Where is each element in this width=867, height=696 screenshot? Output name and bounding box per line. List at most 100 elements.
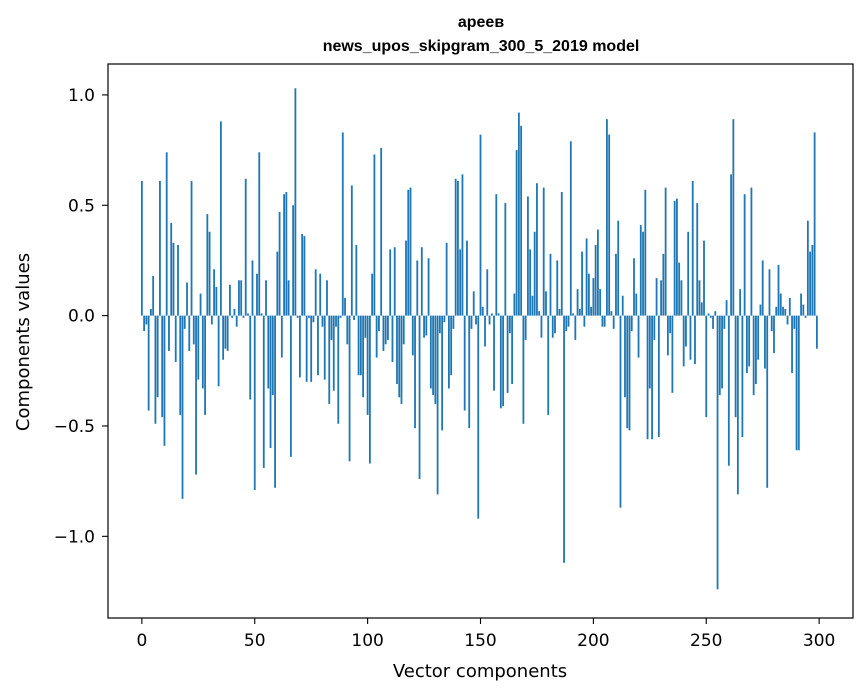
bar-263	[734, 315, 737, 418]
bar-188	[565, 315, 568, 332]
bar-145	[468, 315, 471, 429]
bar-197	[585, 238, 588, 316]
bar-178	[542, 187, 545, 316]
bar-83	[328, 315, 331, 404]
bar-190	[569, 141, 572, 316]
bar-155	[490, 313, 493, 316]
bar-15	[174, 315, 177, 362]
x-tick-label: 100	[351, 631, 383, 651]
bar-74	[308, 315, 310, 318]
bar-299	[815, 315, 818, 349]
bar-186	[560, 192, 563, 316]
bar-14	[172, 242, 175, 316]
bar-45	[242, 315, 245, 318]
bar-18	[181, 315, 184, 499]
bar-109	[387, 315, 389, 340]
bar-206	[606, 119, 608, 316]
bar-243	[689, 315, 692, 360]
bar-48	[249, 315, 252, 400]
bar-55	[265, 280, 267, 316]
bar-110	[389, 249, 392, 316]
bar-241	[685, 315, 687, 347]
bar-80	[321, 315, 324, 327]
bar-214	[624, 315, 626, 398]
bar-175	[536, 183, 538, 316]
bar-213	[621, 295, 624, 316]
bar-149	[477, 315, 480, 519]
bar-99	[364, 315, 367, 338]
bar-118	[407, 189, 410, 316]
bar-152	[484, 315, 486, 347]
bar-46	[244, 178, 247, 316]
bar-111	[391, 315, 394, 362]
bar-44	[240, 280, 243, 316]
bar-57	[269, 315, 272, 449]
bar-144	[466, 240, 468, 316]
bar-217	[630, 315, 633, 332]
bar-194	[578, 309, 581, 316]
bar-22	[190, 180, 193, 316]
bar-238	[678, 262, 681, 316]
bar-41	[233, 309, 236, 316]
bar-164	[511, 315, 514, 385]
bar-285	[784, 309, 787, 316]
bar-82	[326, 280, 328, 316]
bar-52	[258, 152, 261, 316]
bar-185	[558, 309, 561, 316]
bar-13	[170, 222, 173, 316]
bar-84	[330, 315, 333, 340]
bar-260	[727, 315, 730, 466]
bar-53	[260, 313, 263, 316]
bar-105	[378, 315, 380, 332]
bar-77	[314, 269, 317, 316]
bar-26	[199, 293, 202, 316]
bar-47	[247, 313, 249, 316]
bar-287	[788, 297, 791, 316]
bar-250	[705, 315, 708, 418]
bar-239	[680, 280, 683, 316]
bar-251	[707, 313, 710, 316]
y-axis-label: Components values	[13, 253, 34, 431]
bar-167	[517, 112, 520, 316]
bar-169	[522, 315, 525, 424]
bar-116	[402, 315, 405, 345]
x-axis-ticks: 0 50 100 150 200 250 300	[136, 618, 835, 651]
bar-198	[587, 273, 590, 316]
bar-36	[222, 315, 225, 360]
bar-151	[481, 306, 484, 316]
bar-231	[662, 253, 665, 316]
bar-68	[294, 88, 297, 316]
bar-95	[355, 244, 358, 316]
bar-140	[457, 180, 459, 316]
bar-141	[459, 249, 462, 316]
bar-166	[515, 150, 518, 316]
bar-271	[752, 315, 755, 396]
bar-126	[425, 315, 428, 336]
bar-236	[673, 200, 676, 316]
bar-172	[529, 249, 532, 316]
bar-7	[156, 315, 159, 398]
bar-50	[253, 315, 256, 490]
bar-232	[664, 187, 667, 316]
bar-37	[224, 315, 227, 349]
bar-290	[795, 315, 798, 451]
bar-65	[287, 280, 290, 316]
bar-283	[779, 293, 782, 316]
x-axis-label: Vector components	[393, 661, 567, 682]
bar-174	[533, 231, 536, 316]
bar-67	[292, 205, 295, 316]
bar-4	[149, 309, 152, 316]
bar-235	[671, 315, 674, 393]
bar-205	[603, 315, 606, 327]
bar-137	[450, 315, 453, 376]
bar-78	[317, 315, 319, 376]
chart-title-line1: ареев	[458, 14, 504, 31]
bar-246	[696, 203, 699, 316]
bar-43	[238, 280, 240, 316]
bar-220	[637, 315, 640, 358]
bar-279	[770, 315, 773, 332]
bar-227	[653, 315, 656, 340]
bar-288	[791, 315, 793, 374]
bar-12	[168, 315, 170, 351]
bar-280	[773, 315, 775, 354]
